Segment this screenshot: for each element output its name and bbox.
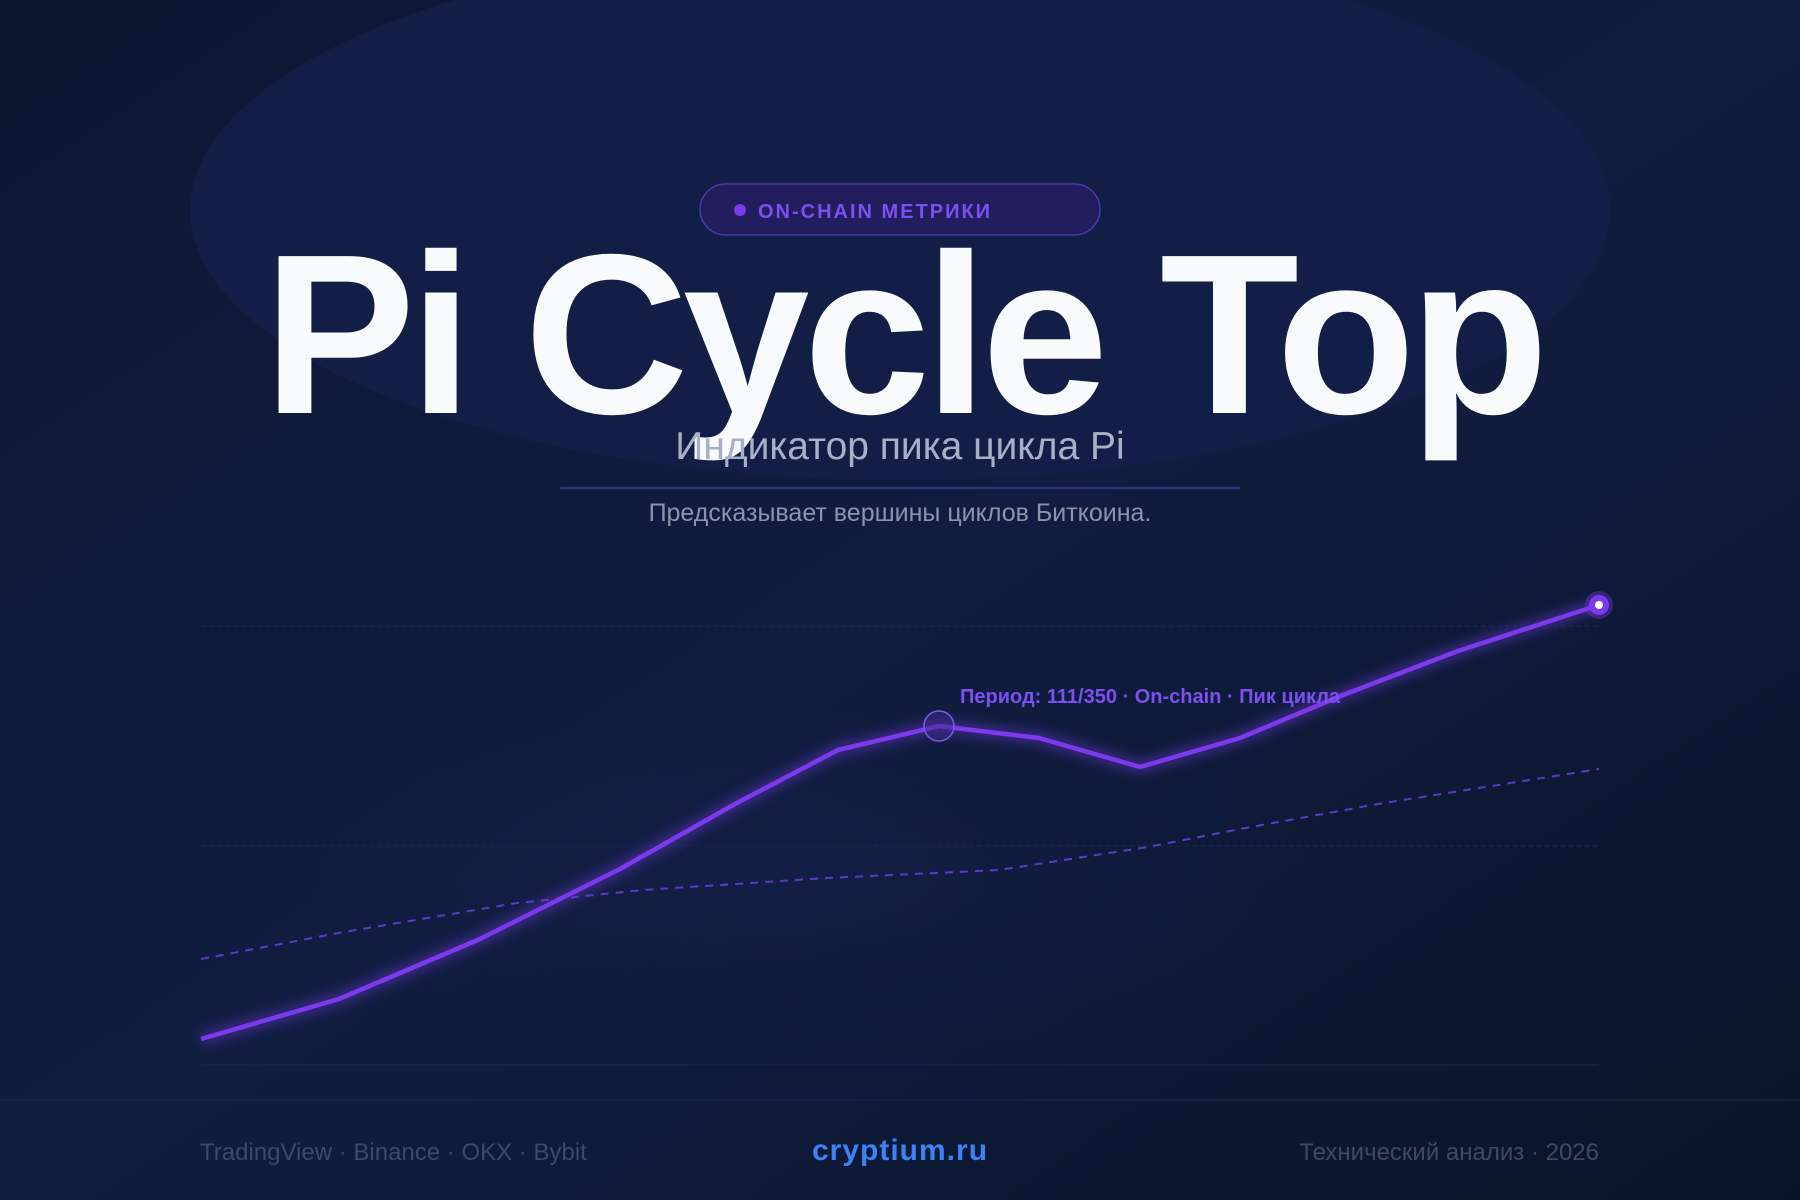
annotation: Период: 111/350 · On-chain · Пик цикла [960, 686, 1341, 708]
grid [201, 625, 1599, 847]
end-marker-center [1595, 601, 1603, 609]
peak-marker [923, 710, 955, 742]
badge-text: ON-CHAIN МЕТРИКИ [758, 201, 992, 223]
subtitle: Индикатор пика цикла Pi [675, 425, 1124, 468]
description: Предсказывает вершины циклов Биткоина. [649, 499, 1152, 527]
footer-sources: TradingView · Binance · OKX · Bybit [200, 1139, 587, 1166]
title: Pi Cycle Top [263, 208, 1542, 462]
badge-dot [734, 204, 746, 216]
badge [699, 183, 1101, 236]
footer-right: Технический анализ · 2026 [1299, 1139, 1599, 1166]
footer-brand[interactable]: cryptium.ru [812, 1134, 988, 1167]
bg-glow [190, 0, 1610, 480]
